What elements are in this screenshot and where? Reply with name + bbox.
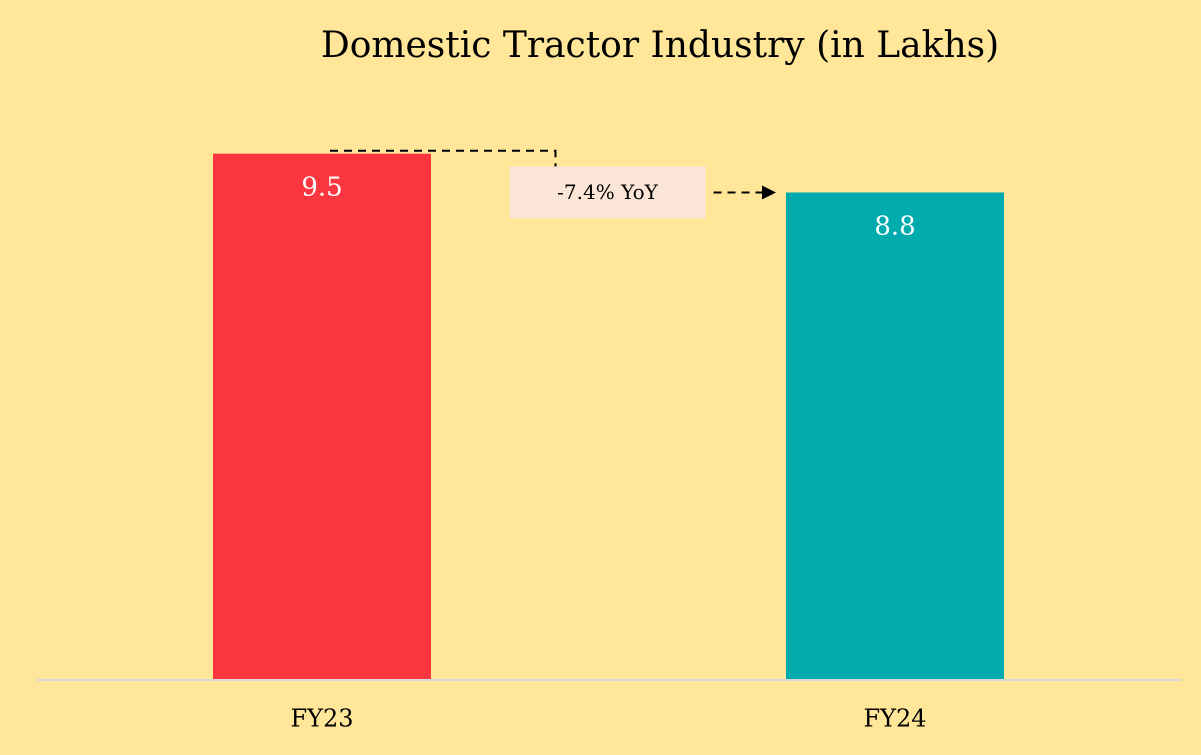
x-tick-label: FY23 [290,705,353,733]
chart-title: Domestic Tractor Industry (in Lakhs) [321,25,999,66]
annotation: -7.4% YoY [557,180,658,204]
arrow-head [762,185,776,200]
bar [786,192,1004,681]
connector [330,149,557,167]
value-label: 8.8 [874,211,915,241]
annotation-box [509,166,706,219]
bar [213,153,431,680]
value-label: 9.5 [301,173,342,203]
x-tick-label: FY24 [863,705,926,733]
